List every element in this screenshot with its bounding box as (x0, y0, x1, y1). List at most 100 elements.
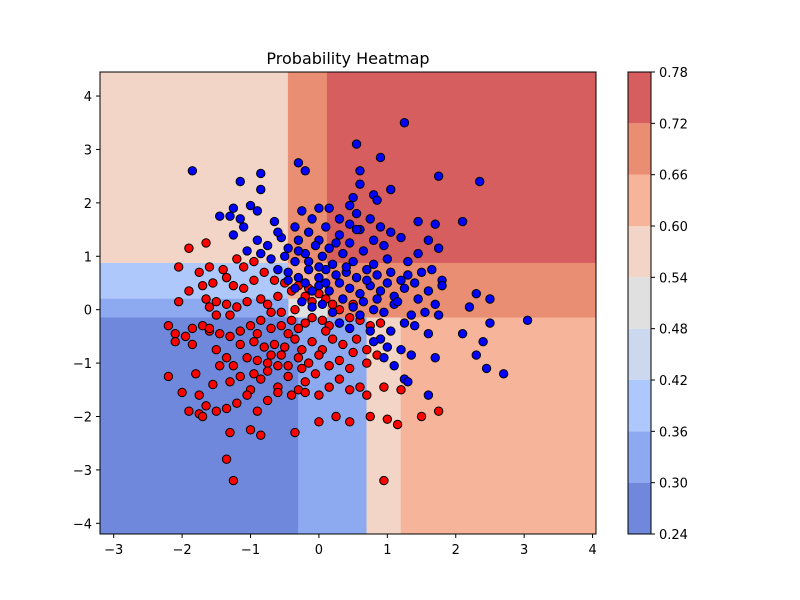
colorbar-tick-label: 0.42 (659, 374, 688, 389)
point-s0-40 (170, 337, 180, 347)
point-s0-82 (283, 361, 293, 371)
point-s1-85 (386, 267, 396, 277)
point-s0-29 (273, 291, 283, 302)
colorbar-band-4 (628, 277, 651, 329)
x-tick-label: −1 (241, 543, 260, 558)
y-tick-label: −3 (73, 464, 92, 479)
point-s0-45 (225, 331, 235, 342)
point-s1-121 (399, 318, 410, 328)
point-s1-10 (474, 176, 485, 187)
point-s0-99 (262, 366, 273, 376)
point-s1-96 (355, 288, 365, 299)
point-s0-20 (269, 275, 280, 286)
point-s1-51 (368, 235, 379, 245)
point-s1-125 (382, 342, 393, 352)
point-s0-124 (314, 390, 324, 400)
colorbar-tick-label: 0.72 (659, 117, 688, 132)
x-tick-label: 2 (452, 543, 460, 558)
point-s1-25 (297, 206, 307, 216)
colorbar-band-1 (628, 431, 651, 483)
point-s1-159 (403, 270, 413, 280)
point-s1-1 (235, 176, 245, 187)
point-s1-107 (338, 294, 348, 304)
point-s1-7 (351, 139, 362, 149)
point-s1-6 (399, 118, 410, 128)
point-s1-120 (386, 326, 396, 336)
point-s1-69 (382, 254, 393, 264)
point-s1-105 (317, 299, 328, 310)
colorbar-band-7 (628, 123, 651, 175)
point-s1-133 (423, 390, 434, 400)
point-s1-26 (307, 214, 317, 224)
point-s0-120 (262, 395, 273, 406)
point-s1-54 (413, 248, 423, 259)
point-s1-53 (396, 232, 406, 243)
point-s0-149 (283, 329, 293, 339)
point-s0-153 (297, 363, 307, 374)
point-s1-39 (238, 222, 249, 232)
point-s1-135 (471, 350, 481, 360)
point-s0-13 (173, 296, 184, 307)
point-s1-95 (345, 283, 355, 294)
point-s1-32 (365, 214, 375, 224)
point-s0-94 (215, 361, 225, 371)
point-s1-28 (321, 222, 331, 232)
colorbar-tick-label: 0.54 (659, 271, 688, 286)
point-s1-57 (242, 246, 252, 256)
point-s0-71 (327, 334, 338, 344)
point-s0-66 (280, 342, 290, 352)
point-s1-12 (355, 179, 365, 189)
point-s0-152 (273, 361, 283, 371)
point-s1-91 (300, 278, 310, 288)
y-tick-label: 4 (84, 90, 92, 105)
point-s1-30 (345, 200, 355, 211)
colorbar-band-8 (628, 72, 651, 124)
point-s1-68 (368, 259, 379, 269)
x-tick-label: 1 (383, 543, 391, 558)
point-s0-121 (273, 387, 283, 398)
point-s1-104 (307, 302, 317, 312)
point-s0-41 (180, 331, 191, 342)
point-s1-145 (310, 240, 321, 251)
point-s0-128 (382, 414, 393, 424)
colorbar-band-2 (628, 380, 651, 432)
point-s1-143 (464, 302, 475, 312)
point-s1-141 (471, 288, 481, 299)
point-s1-35 (413, 216, 423, 227)
point-s1-136 (478, 337, 488, 347)
point-s0-47 (245, 320, 256, 331)
region-2 (326, 72, 596, 264)
point-s1-155 (372, 294, 382, 304)
point-s0-98 (256, 374, 266, 384)
x-tick-label: 3 (520, 543, 528, 558)
point-s0-1 (201, 238, 211, 248)
point-s0-138 (221, 454, 232, 464)
point-s1-150 (307, 286, 317, 296)
point-s1-19 (228, 203, 239, 213)
point-s1-45 (303, 227, 314, 237)
point-s0-3 (194, 267, 204, 277)
point-s1-15 (386, 184, 396, 195)
point-s1-65 (338, 248, 348, 259)
point-s1-17 (215, 211, 225, 221)
point-s1-71 (416, 267, 427, 277)
point-s0-32 (242, 296, 252, 307)
point-s1-40 (252, 235, 263, 245)
point-s0-156 (204, 323, 215, 334)
point-s1-33 (375, 222, 386, 232)
point-s0-33 (232, 302, 242, 312)
point-s1-9 (433, 171, 444, 181)
point-s0-67 (290, 334, 300, 344)
point-s0-129 (392, 419, 403, 430)
point-s1-123 (423, 329, 434, 339)
point-s1-114 (420, 307, 430, 318)
point-s0-114 (201, 401, 211, 411)
point-s1-75 (283, 267, 293, 277)
x-tick-label: −3 (104, 543, 123, 558)
x-axis: −3 −2 −1 0 1 2 3 4 (104, 534, 597, 558)
point-s1-82 (351, 272, 362, 283)
point-s1-161 (283, 275, 293, 286)
point-s1-64 (327, 259, 338, 269)
x-tick-label: 4 (588, 543, 596, 558)
point-s1-142 (485, 294, 495, 304)
